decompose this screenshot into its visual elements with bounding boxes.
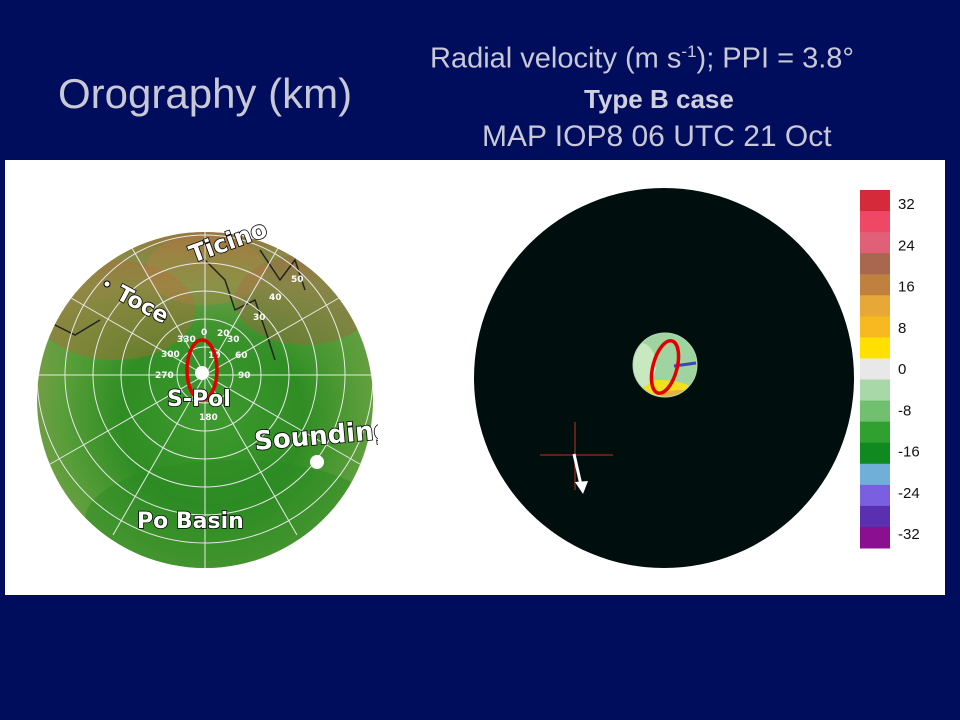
azimuth-label-90: 90 bbox=[238, 371, 251, 381]
range-label-50: 50 bbox=[291, 275, 304, 285]
azimuth-label-180: 180 bbox=[199, 413, 218, 423]
velocity-panel: 32 24 16 8 0 -8 -16 -24 -32 bbox=[378, 160, 945, 595]
spol-highlight-ellipse bbox=[185, 338, 219, 402]
velocity-colorbar-tick: -24 bbox=[898, 485, 920, 502]
case-date-title: MAP IOP8 06 UTC 21 Oct bbox=[482, 120, 832, 153]
velocity-colorbar-swatch bbox=[860, 526, 890, 549]
azimuth-label-270: 270 bbox=[155, 371, 174, 381]
velocity-colorbar-swatch bbox=[860, 484, 890, 507]
site-marker-nw bbox=[103, 280, 111, 288]
orography-title: Orography (km) bbox=[58, 70, 353, 117]
azimuth-label-0: 0 bbox=[201, 328, 207, 338]
label-spol: S-Pol bbox=[167, 387, 231, 412]
spol-marker bbox=[195, 366, 209, 380]
velocity-colorbar-swatch bbox=[860, 400, 890, 423]
azimuth-label-30: 30 bbox=[227, 335, 240, 345]
label-po-basin: Po Basin bbox=[137, 509, 244, 534]
velocity-colorbar-swatch bbox=[860, 232, 890, 254]
velocity-colorbar-tick: 0 bbox=[898, 361, 906, 378]
velocity-highlight-ellipse bbox=[649, 338, 681, 396]
velocity-colorbar-tick: -8 bbox=[898, 402, 911, 419]
sounding-marker bbox=[310, 455, 324, 469]
velocity-colorbar-tick: -16 bbox=[898, 444, 920, 461]
velocity-colorbar-tick: 32 bbox=[898, 196, 915, 213]
velocity-colorbar-swatch bbox=[860, 295, 890, 317]
azimuth-label-300: 300 bbox=[161, 350, 180, 360]
velocity-colorbar-swatch bbox=[860, 463, 890, 486]
velocity-colorbar-swatch bbox=[860, 358, 890, 381]
velocity-colorbar-swatch bbox=[860, 442, 890, 465]
wind-arrow-shaft bbox=[572, 453, 583, 486]
velocity-colorbar-tick: 16 bbox=[898, 279, 915, 296]
wind-arrow-head bbox=[575, 481, 588, 494]
velocity-colorbar-tick: -32 bbox=[898, 526, 920, 543]
velocity-colorbar-labels: 32 24 16 8 0 -8 -16 -24 -32 bbox=[898, 196, 920, 543]
range-label-60: 60 bbox=[311, 253, 324, 263]
velocity-colorbar-tick: 24 bbox=[898, 237, 915, 254]
velocity-colorbar-tick: 8 bbox=[898, 320, 906, 337]
velocity-colorbar-swatch bbox=[860, 316, 890, 338]
range-label-20: 20 bbox=[217, 329, 230, 339]
azimuth-label-330: 330 bbox=[177, 335, 196, 345]
case-type-title: Type B case bbox=[584, 84, 734, 114]
velocity-colorbar-swatch bbox=[860, 190, 890, 212]
range-label-40: 40 bbox=[269, 293, 282, 303]
velocity-colorbar bbox=[860, 190, 890, 549]
range-label-30: 30 bbox=[253, 313, 266, 323]
orography-map: 0 90 180 270 330 300 30 60 10 20 30 40 5… bbox=[37, 214, 394, 568]
velocity-colorbar-swatch bbox=[860, 211, 890, 233]
azimuth-label-60: 60 bbox=[235, 351, 248, 361]
velocity-colorbar-swatch bbox=[860, 379, 890, 402]
velocity-colorbar-swatch bbox=[860, 253, 890, 275]
velocity-title: Radial velocity (m s-1); PPI = 3.8° bbox=[430, 42, 855, 75]
velocity-map bbox=[474, 188, 854, 568]
velocity-colorbar-swatch bbox=[860, 274, 890, 296]
velocity-colorbar-swatch bbox=[860, 337, 890, 359]
velocity-colorbar-swatch bbox=[860, 505, 890, 528]
velocity-colorbar-swatch bbox=[860, 421, 890, 444]
